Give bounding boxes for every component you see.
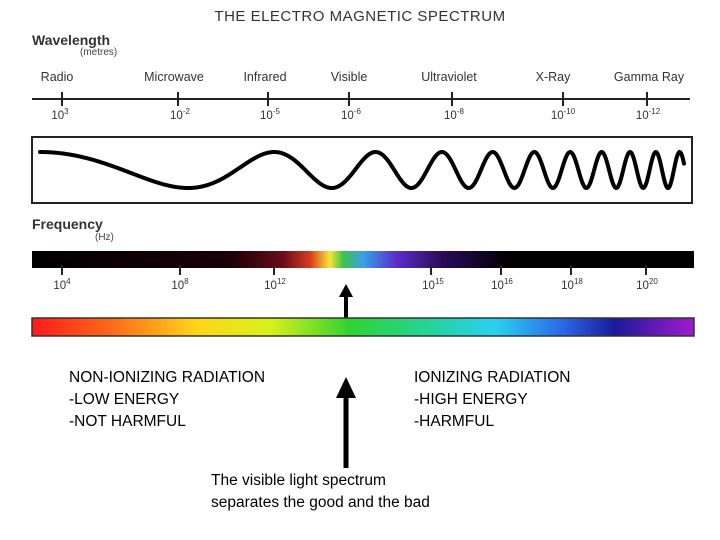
ionizing-note: IONIZING RADIATION -HIGH ENERGY -HARMFUL: [414, 367, 570, 433]
frequency-unit: (Hz): [95, 232, 114, 243]
wavelength-label: Wavelength: [32, 32, 111, 48]
ionizing-line2: -HARMFUL: [414, 413, 495, 430]
band-visible: Visible: [330, 70, 368, 84]
non-ionizing-note: NON-IONIZING RADIATION -LOW ENERGY -NOT …: [69, 367, 265, 433]
small-arrow-head: [339, 284, 353, 297]
frequency-tick-label: 104: [53, 277, 71, 292]
frequency-tick-label: 1018: [561, 277, 583, 292]
diagram-title: THE ELECTRO MAGNETIC SPECTRUM: [214, 8, 506, 25]
frequency-tick-label: 1020: [636, 277, 658, 292]
caption-line1: The visible light spectrum: [211, 472, 386, 489]
big-arrow-head: [336, 377, 356, 398]
band-ultraviolet: Ultraviolet: [421, 70, 477, 84]
band-infrared: Infrared: [243, 70, 287, 84]
wavelength-tick-label: 103: [51, 107, 69, 122]
wavelength-tick-label: 10-8: [444, 107, 464, 122]
frequency-tick-label: 1015: [422, 277, 444, 292]
wavelength-tick-label: 10-10: [550, 107, 576, 122]
wavelength-tick-label: 10-2: [170, 107, 190, 122]
frequency-tick-label: 108: [171, 277, 189, 292]
band-radio: Radio: [40, 70, 74, 84]
caption-line2: separates the good and the bad: [211, 494, 430, 511]
band-gamma-ray: Gamma Ray: [613, 70, 685, 84]
wave-box: [31, 136, 693, 204]
wavelength-unit: (metres): [80, 47, 118, 58]
band-xray: X-Ray: [535, 70, 571, 84]
wavelength-tick-label: 10-12: [635, 107, 661, 122]
caption: The visible light spectrum separates the…: [211, 470, 430, 514]
wave-line: [38, 149, 686, 191]
frequency-bar: [32, 251, 694, 268]
ionizing-line1: -HIGH ENERGY: [414, 391, 528, 408]
frequency-label: Frequency: [32, 216, 103, 232]
band-microwave: Microwave: [144, 70, 204, 84]
visible-spectrum-bar: [31, 317, 695, 337]
wavelength-tick-label: 10-5: [260, 107, 280, 122]
non-ionizing-heading: NON-IONIZING RADIATION: [69, 369, 266, 386]
frequency-tick-label: 1012: [264, 277, 286, 292]
wavelength-tick-label: 10-6: [341, 107, 361, 122]
non-ionizing-line1: -LOW ENERGY: [69, 391, 180, 408]
frequency-tick-label: 1016: [491, 277, 513, 292]
ionizing-heading: IONIZING RADIATION: [414, 369, 571, 386]
non-ionizing-line2: -NOT HARMFUL: [69, 413, 186, 430]
